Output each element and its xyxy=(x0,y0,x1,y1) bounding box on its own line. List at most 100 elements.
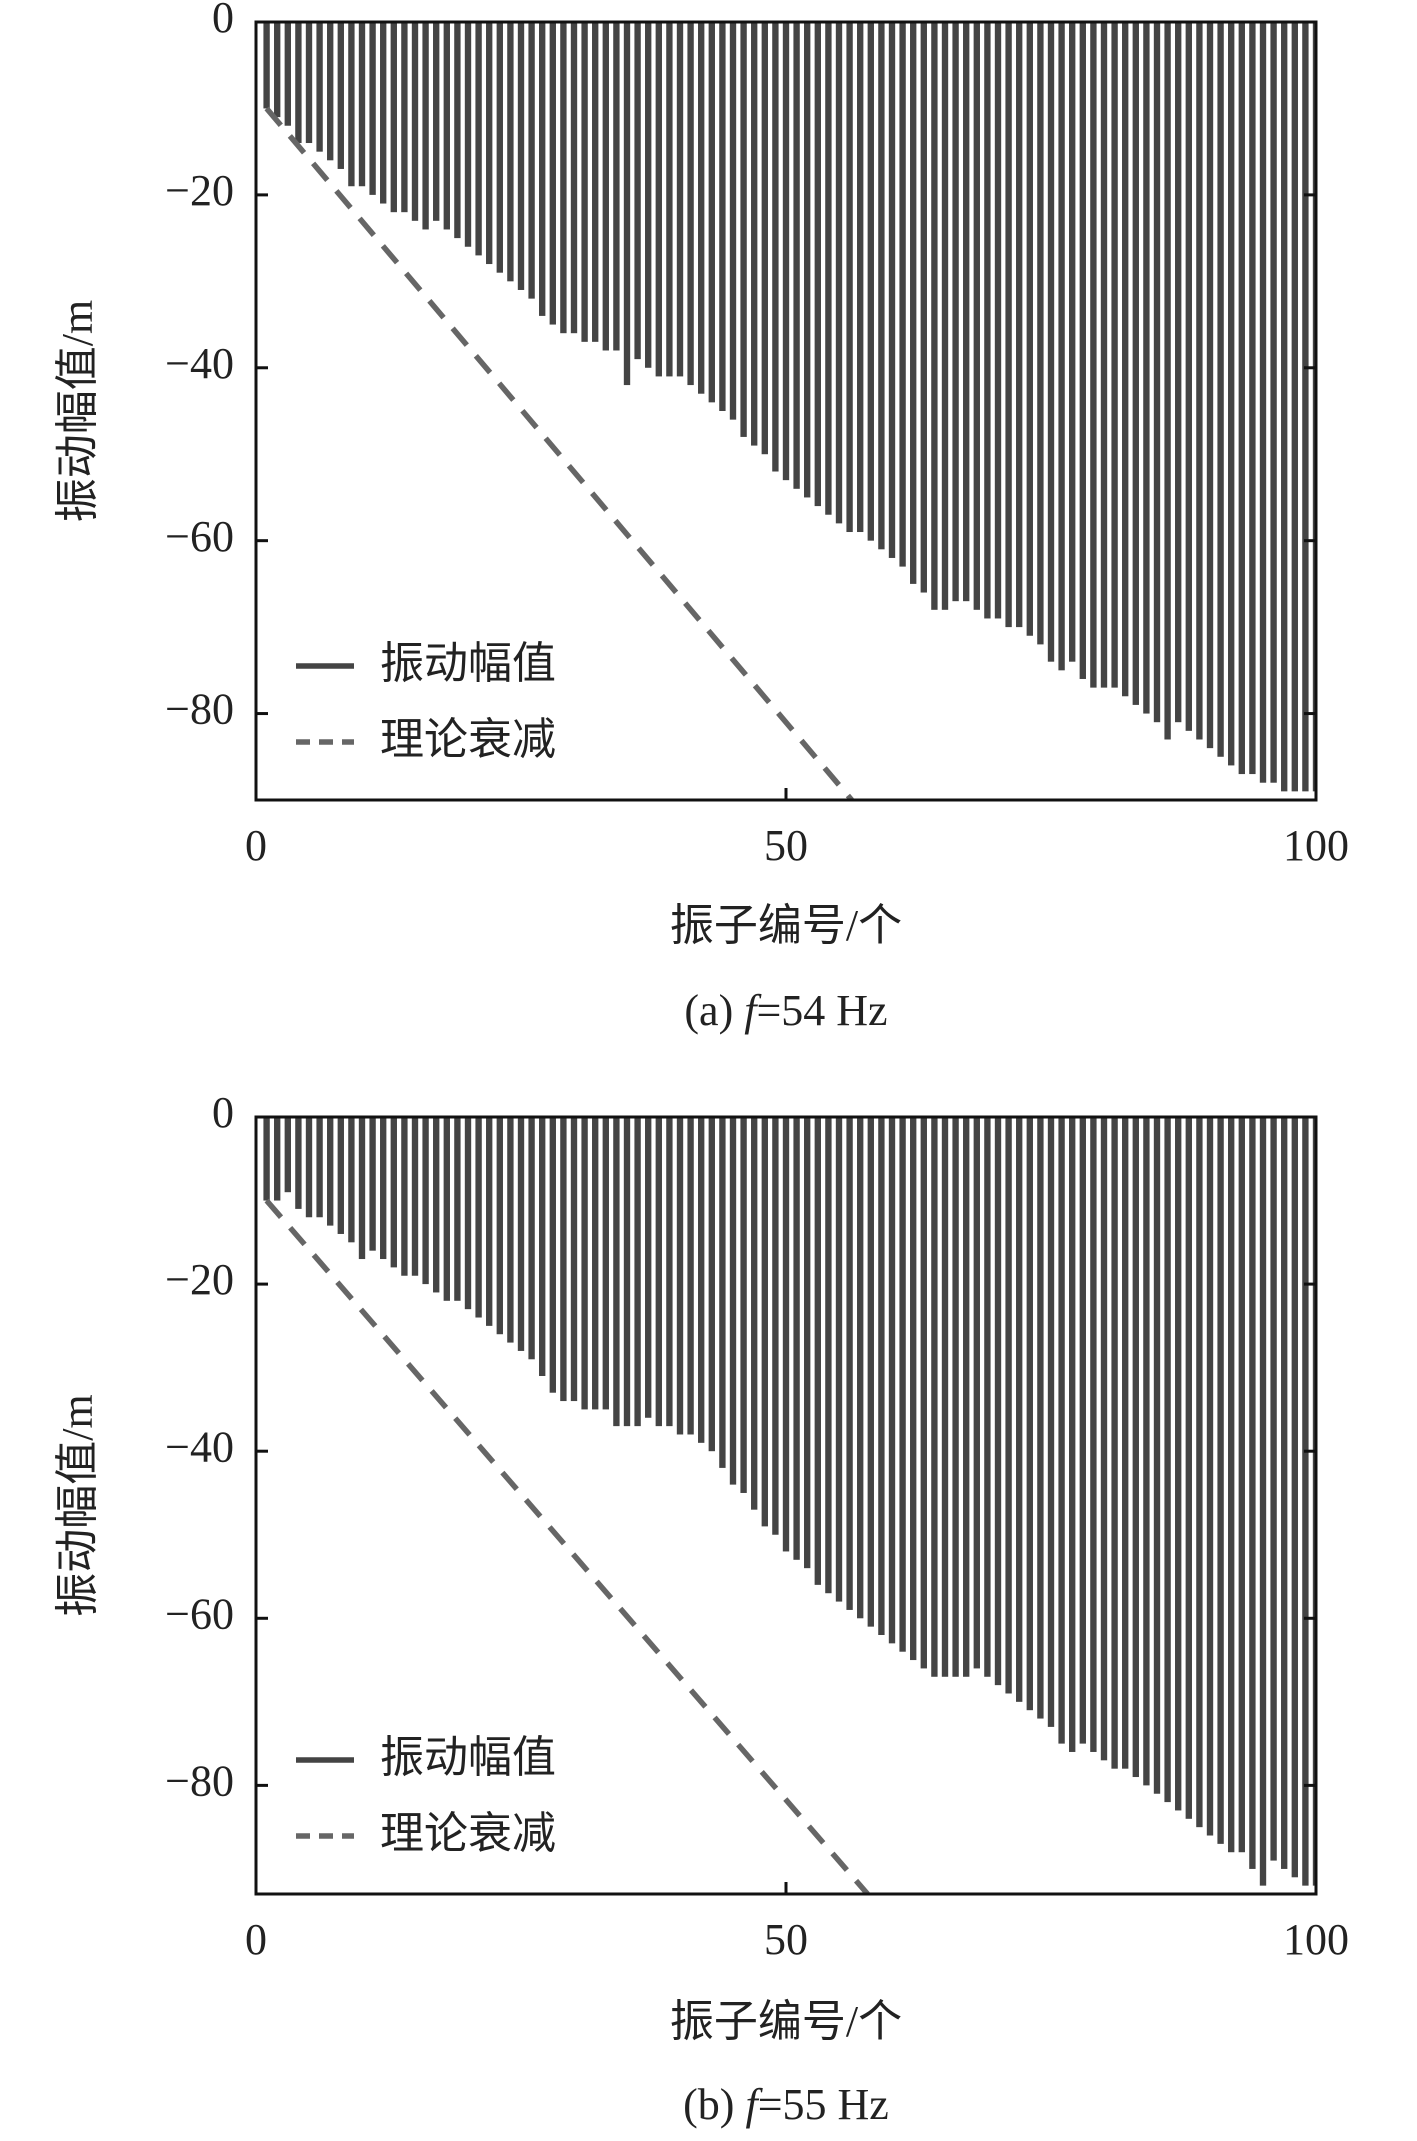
bar xyxy=(390,22,397,213)
bar xyxy=(931,22,938,610)
bar xyxy=(560,22,567,334)
bar xyxy=(1005,1117,1012,1694)
bar xyxy=(1238,22,1245,775)
bar xyxy=(782,1117,790,1552)
bar xyxy=(295,1117,302,1209)
bar xyxy=(1312,22,1316,792)
legend-label: 振动幅值 xyxy=(380,1732,556,1783)
bar xyxy=(751,22,758,446)
bar xyxy=(348,22,355,187)
bar xyxy=(1047,1117,1055,1727)
bar xyxy=(1090,22,1097,688)
bar xyxy=(1228,22,1235,766)
bar xyxy=(772,1117,779,1535)
bar xyxy=(740,22,747,437)
bar xyxy=(751,1117,758,1510)
bar xyxy=(634,1117,641,1427)
bar xyxy=(676,22,684,377)
bar xyxy=(973,1117,980,1669)
bar xyxy=(761,22,768,455)
bar xyxy=(1175,1117,1182,1811)
bar xyxy=(963,1117,970,1677)
x-tick-label: 100 xyxy=(1283,1915,1349,1964)
bar xyxy=(528,22,535,299)
y-axis-label: 振动幅值/m xyxy=(53,300,102,522)
bar xyxy=(1132,22,1139,705)
bar xyxy=(708,1117,715,1452)
bar xyxy=(284,1117,291,1193)
bar xyxy=(464,22,472,247)
bar xyxy=(1058,1117,1065,1744)
bar xyxy=(666,1117,673,1427)
bar xyxy=(888,1117,896,1644)
bar xyxy=(1058,22,1065,671)
bar xyxy=(1185,1117,1192,1819)
bar xyxy=(390,1117,397,1268)
caption: (b) f=55 Hz xyxy=(683,2080,889,2129)
bar xyxy=(517,1117,525,1351)
bar xyxy=(687,22,694,386)
x-tick-label: 0 xyxy=(245,1915,267,1964)
bar xyxy=(878,22,885,550)
y-tick-label: −60 xyxy=(165,1589,234,1638)
bar xyxy=(1302,22,1309,792)
bar xyxy=(1259,1117,1267,1886)
caption: (a) f=54 Hz xyxy=(684,986,887,1035)
bar xyxy=(517,22,525,290)
bar xyxy=(1026,22,1033,636)
bar xyxy=(1302,1117,1309,1886)
bar xyxy=(994,1117,1002,1686)
bar xyxy=(549,22,556,325)
bar xyxy=(1196,1117,1203,1828)
caption-part: (a) xyxy=(684,986,744,1035)
y-tick-label: 0 xyxy=(212,1088,234,1137)
bar xyxy=(316,1117,323,1218)
bar xyxy=(1291,22,1298,792)
bar xyxy=(475,1117,482,1318)
legend-label: 理论衰减 xyxy=(380,714,556,765)
bar xyxy=(1206,22,1214,749)
bar xyxy=(1090,1117,1097,1752)
bar xyxy=(1037,22,1044,645)
bar xyxy=(910,1117,917,1661)
bar xyxy=(433,1117,440,1293)
bar xyxy=(941,1117,949,1677)
bar xyxy=(719,1117,726,1468)
bar xyxy=(422,22,429,230)
bar xyxy=(337,22,344,169)
bar xyxy=(984,22,991,619)
bar xyxy=(560,1117,567,1402)
y-tick-label: −20 xyxy=(165,1255,234,1304)
chart-panel: 0 −20 −40 −60 −80 0 50 100 振子编号/个 振动幅值/m (a) f=54 … xyxy=(53,0,1349,1035)
bar xyxy=(592,22,599,342)
bar xyxy=(1143,1117,1150,1786)
y-tick-label: −60 xyxy=(165,512,234,561)
bar xyxy=(1069,1117,1076,1752)
bar xyxy=(401,1117,408,1276)
bar xyxy=(570,22,578,334)
bar xyxy=(507,22,514,282)
bar xyxy=(772,22,779,472)
bar xyxy=(369,1117,376,1251)
bar xyxy=(602,1117,609,1410)
bar xyxy=(952,1117,959,1677)
bar xyxy=(666,22,673,377)
bar xyxy=(804,22,811,498)
bar xyxy=(337,1117,344,1234)
bar xyxy=(920,1117,927,1669)
bar xyxy=(814,1117,821,1585)
bar xyxy=(613,1117,620,1427)
bar xyxy=(888,22,896,558)
y-tick-label: −40 xyxy=(165,1422,234,1471)
legend-label: 振动幅值 xyxy=(380,638,556,689)
bar xyxy=(835,1117,843,1602)
bar xyxy=(1047,22,1055,662)
bar xyxy=(1079,22,1086,679)
bar xyxy=(464,1117,472,1310)
bar xyxy=(941,22,949,610)
bar xyxy=(1196,22,1203,740)
bar xyxy=(1100,22,1108,688)
bar xyxy=(698,22,705,394)
bar xyxy=(973,22,980,610)
